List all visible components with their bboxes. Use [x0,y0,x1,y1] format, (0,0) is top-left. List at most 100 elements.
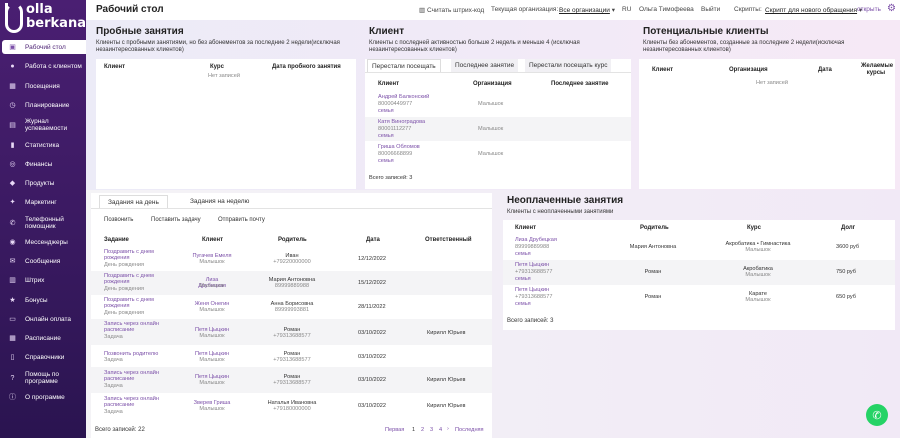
task-link[interactable]: Поздравить с днем рождения [104,297,154,309]
tab-tasks-day[interactable]: Задания на день [99,195,168,209]
sidebar-item-online-payment[interactable]: ▭ Онлайн оплата [0,313,86,325]
scan-barcode-button[interactable]: ▥ Считать штрих-код [419,6,484,14]
whatsapp-chat-button[interactable]: ✆ [866,404,888,426]
scripts-select[interactable]: Скрипт для нового обращения ▾ [765,6,862,14]
sidebar-item-marketing[interactable]: ✦ Маркетинг [0,196,86,208]
pager-first[interactable]: Первая [385,427,405,433]
sidebar-item-barcode[interactable]: ▥ Штрих [0,274,86,286]
task-client-link[interactable]: Петя Цыцкин [194,374,230,380]
task-client-org: Малышок [199,283,225,289]
task-link[interactable]: Запись через онлайн расписание [104,321,159,333]
tab-tasks-week[interactable]: Задания на неделю [190,198,250,205]
table-row[interactable] [365,92,631,116]
trial-table: Клиент Курс Дата пробного занятия Нет за… [96,59,356,189]
task-link[interactable]: Запись через онлайн расписание [104,370,159,382]
sidebar-item-stats[interactable]: ▮ Статистика [0,139,86,151]
task-client-org: Малышок [199,307,225,313]
barcode-icon: ▥ [9,276,16,284]
table-row[interactable] [365,142,631,166]
pager-page-1[interactable]: 1 [412,427,416,433]
task-link[interactable]: Поздравить с днем рождения [104,273,154,285]
sidebar-item-messengers[interactable]: ◉ Мессенджеры [0,236,86,248]
task-link[interactable]: Позвонить родителю [104,351,159,357]
task-client-link[interactable]: Петя Цыцкин [194,327,230,333]
table-row[interactable] [91,319,492,345]
sidebar-item-planning[interactable]: ◷ Планирование [0,99,86,111]
client-name-link[interactable]: Андрей Балконский [378,94,430,100]
client-phone: 80000449977 [378,101,413,107]
sidebar-item-schedule[interactable]: ▦ Расписание [0,332,86,344]
client-tag[interactable]: семья [378,108,394,114]
pager-last[interactable]: Последняя [455,427,484,433]
task-client-org: Малышок [199,357,225,363]
open-script-link[interactable]: открыть [857,6,881,13]
logout-link[interactable]: Выйти [701,6,721,13]
logo[interactable]: olla berkana [2,1,86,35]
settings-gear-icon[interactable]: ⚙ [887,3,896,14]
unpaid-client-link[interactable]: Петя Цыцкин [515,262,550,268]
table-row[interactable] [91,295,492,319]
client-name-link[interactable]: Гриша Обломов [378,144,420,150]
org-select[interactable]: Все организации ▾ [559,6,615,14]
tab-last-lesson[interactable]: Последнее занятие [451,59,519,72]
pager-next-icon[interactable]: › [447,426,449,432]
task-link[interactable]: Поздравить с днем рождения [104,249,154,261]
sidebar-item-visits[interactable]: ▦ Посещения [0,80,86,92]
sidebar-item-label: Посещения [25,82,60,90]
task-client-link[interactable]: Лиза Друбецкая [198,277,226,289]
language-switch[interactable]: RU [622,6,632,13]
sidebar-item-about[interactable]: ⓘ О программе [0,391,86,403]
client-description: Клиенты с последней активностью больше 2… [369,40,580,53]
table-row[interactable] [365,117,631,141]
table-row[interactable] [503,235,895,260]
sidebar-item-help[interactable]: ? Помощь по программе [0,369,86,387]
sidebar-item-client-work[interactable]: ● Работа с клиентом [0,58,86,74]
records-total: Всего записей: 22 [95,427,145,433]
col-client: Клиент [104,64,126,70]
sidebar-item-phone[interactable]: ✆ Телефонный помощник [0,214,86,232]
user-name[interactable]: Ольга Тимофеева [639,6,694,13]
table-row[interactable] [503,285,895,310]
sidebar-item-bonus[interactable]: ★ Бонусы [0,294,86,306]
task-link[interactable]: Запись через онлайн расписание [104,396,159,408]
sidebar-item-products[interactable]: ◆ Продукты [0,177,86,189]
sidebar-item-finance[interactable]: ◎ Финансы [0,158,86,170]
send-mail-button[interactable]: Отправить почту [218,217,265,223]
task-parent-phone: +79313688577 [273,380,311,386]
task-date: 12/12/2022 [358,256,386,262]
unpaid-client-link[interactable]: Лиза Друбецкая [515,237,557,243]
client-title: Клиент [369,26,405,37]
table-row[interactable] [91,367,492,393]
client-tag[interactable]: семья [378,158,394,164]
table-row[interactable] [91,271,492,295]
task-client-link[interactable]: Женя Онегин [194,301,230,307]
task-client-link[interactable]: Зверев Гриша [193,400,231,406]
unpaid-client-tag[interactable]: семья [515,301,531,307]
tab-stopped-visiting[interactable]: Перестали посещать [367,59,441,73]
sidebar-item-desktop[interactable]: ▣ Рабочий стол [2,40,86,54]
client-org: Малышок [478,151,504,157]
table-row[interactable] [91,247,492,271]
records-total: Всего записей: 3 [369,175,413,181]
pager-page-4[interactable]: 4 [439,427,443,433]
sidebar-item-references[interactable]: ▯ Справочники [0,351,86,363]
set-task-button[interactable]: Поставить задачу [151,217,201,223]
sidebar-item-journal[interactable]: ▤ Журнал успеваемости [0,116,86,134]
pager-page-2[interactable]: 2 [421,427,425,433]
table-row[interactable] [503,260,895,285]
unpaid-client-tag[interactable]: семья [515,251,531,257]
table-row[interactable] [91,393,492,419]
client-tag[interactable]: семья [378,133,394,139]
table-row[interactable] [91,345,492,367]
task-client-link[interactable]: Пугачев Емеля [192,253,232,259]
unpaid-client-tag[interactable]: семья [515,276,531,282]
pager-page-3[interactable]: 3 [430,427,434,433]
task-client-link[interactable]: Петя Цыцкин [194,351,230,357]
unpaid-client-link[interactable]: Петя Цыцкин [515,287,550,293]
tab-stopped-course[interactable]: Перестали посещать курс [525,59,612,72]
sidebar: olla berkana ▣ Рабочий стол ● Работа с к… [0,0,86,438]
call-button[interactable]: Позвонить [104,217,134,223]
client-name-link[interactable]: Катя Виноградова [378,119,426,125]
task-parent: Роман [283,327,301,333]
sidebar-item-messages[interactable]: ✉ Сообщения [0,255,86,267]
